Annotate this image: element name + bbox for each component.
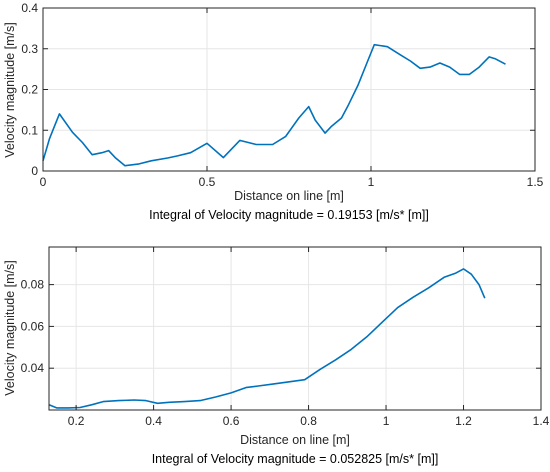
- chart-top: 0 0.5 1 1.5 0 0.1 0.2 0.3 0.4 Distance on line […: [3, 1, 544, 222]
- x-tick-label: 1: [383, 414, 390, 428]
- x-tick-label: 1.5: [527, 175, 544, 189]
- x-axis-label-bottom: Distance on line [m]: [240, 433, 350, 447]
- series-layer-bottom: [48, 268, 486, 409]
- chart-bottom: 0.2 0.4 0.6 0.8 1 1.2 1.4 0.04 0.06 0.08 Distance…: [3, 246, 550, 466]
- y-tick-label: 0.06: [21, 319, 45, 333]
- grid-top: [42, 7, 536, 172]
- y-tick-label: 0.4: [21, 1, 38, 15]
- integral-note-top: Integral of Velocity magnitude = 0.19153…: [149, 208, 429, 222]
- series-line-top: [42, 43, 506, 167]
- x-tick-label: 0.8: [300, 414, 317, 428]
- x-tick-label: 0.5: [199, 175, 216, 189]
- grid-bottom: [49, 247, 542, 410]
- y-axis-label-top: Velocity magnitude [m/s]: [3, 22, 17, 157]
- x-tick-label: 1.4: [533, 414, 550, 428]
- ticks-top: 0 0.5 1 1.5 0 0.1 0.2 0.3 0.4: [21, 1, 543, 189]
- x-tick-label: 0.6: [223, 414, 240, 428]
- y-tick-label: 0.1: [21, 123, 38, 137]
- x-axis-label-top: Distance on line [m]: [234, 189, 344, 203]
- y-tick-label: 0.08: [21, 278, 45, 292]
- ticks-bottom: 0.2 0.4 0.6 0.8 1 1.2 1.4 0.04 0.06 0.08: [21, 247, 550, 428]
- integral-note-bottom: Integral of Velocity magnitude = 0.05282…: [152, 452, 439, 466]
- x-tick-label: 0: [40, 175, 47, 189]
- y-tick-label: 0.04: [21, 361, 45, 375]
- series-layer-top: [42, 43, 506, 167]
- y-tick-label: 0.3: [21, 42, 38, 56]
- x-tick-label: 0.2: [68, 414, 85, 428]
- x-tick-label: 1.2: [455, 414, 472, 428]
- y-tick-label: 0.2: [21, 83, 38, 97]
- x-tick-label: 1: [368, 175, 375, 189]
- y-tick-label: 0: [31, 164, 38, 178]
- series-line-bottom: [48, 268, 486, 409]
- y-axis-label-bottom: Velocity magnitude [m/s]: [3, 260, 17, 395]
- x-tick-label: 0.4: [145, 414, 162, 428]
- axes-frame-bottom: [48, 246, 542, 411]
